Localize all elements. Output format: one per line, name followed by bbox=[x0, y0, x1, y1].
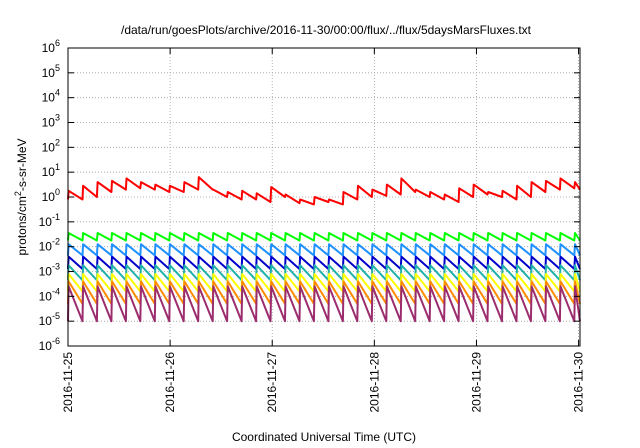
y-tick-label: 10-3 bbox=[39, 262, 60, 279]
y-tick-label: 101 bbox=[42, 162, 60, 179]
x-tick-label: 2016-11-25 bbox=[61, 352, 75, 413]
y-tick-label: 104 bbox=[42, 88, 60, 105]
x-axis-label: Coordinated Universal Time (UTC) bbox=[232, 430, 416, 444]
x-tick-label: 2016-11-30 bbox=[572, 352, 586, 413]
y-tick-label: 10-5 bbox=[39, 311, 60, 328]
y-axis-label: protons/cm2-s-sr-MeV bbox=[13, 138, 29, 255]
series-line-8 bbox=[67, 285, 581, 323]
y-tick-label: 105 bbox=[42, 63, 60, 80]
y-tick-label: 10-4 bbox=[39, 286, 60, 303]
x-tick-label: 2016-11-27 bbox=[265, 352, 279, 413]
series-line-2 bbox=[67, 232, 581, 242]
y-tick-label: 10-6 bbox=[39, 336, 60, 353]
series-line-3 bbox=[67, 243, 581, 257]
x-tick-label: 2016-11-26 bbox=[163, 352, 177, 413]
x-tick-label: 2016-11-29 bbox=[469, 352, 483, 413]
y-tick-label: 102 bbox=[42, 137, 60, 154]
y-tick-label: 10-2 bbox=[39, 237, 60, 254]
y-tick-label: 106 bbox=[42, 38, 60, 55]
series-line-1 bbox=[67, 176, 581, 206]
x-tick-label: 2016-11-28 bbox=[367, 352, 381, 413]
series-lines bbox=[67, 176, 581, 323]
x-axis: 2016-11-25 2016-11-26 2016-11-27 2016-11-28… bbox=[61, 48, 586, 413]
chart-title: /data/run/goesPlots/archive/2016-11-30/0… bbox=[121, 23, 532, 37]
y-tick-label: 100 bbox=[42, 187, 60, 204]
y-tick-label: 10-1 bbox=[39, 212, 60, 229]
y-tick-label: 103 bbox=[42, 113, 60, 130]
grid bbox=[68, 48, 580, 346]
